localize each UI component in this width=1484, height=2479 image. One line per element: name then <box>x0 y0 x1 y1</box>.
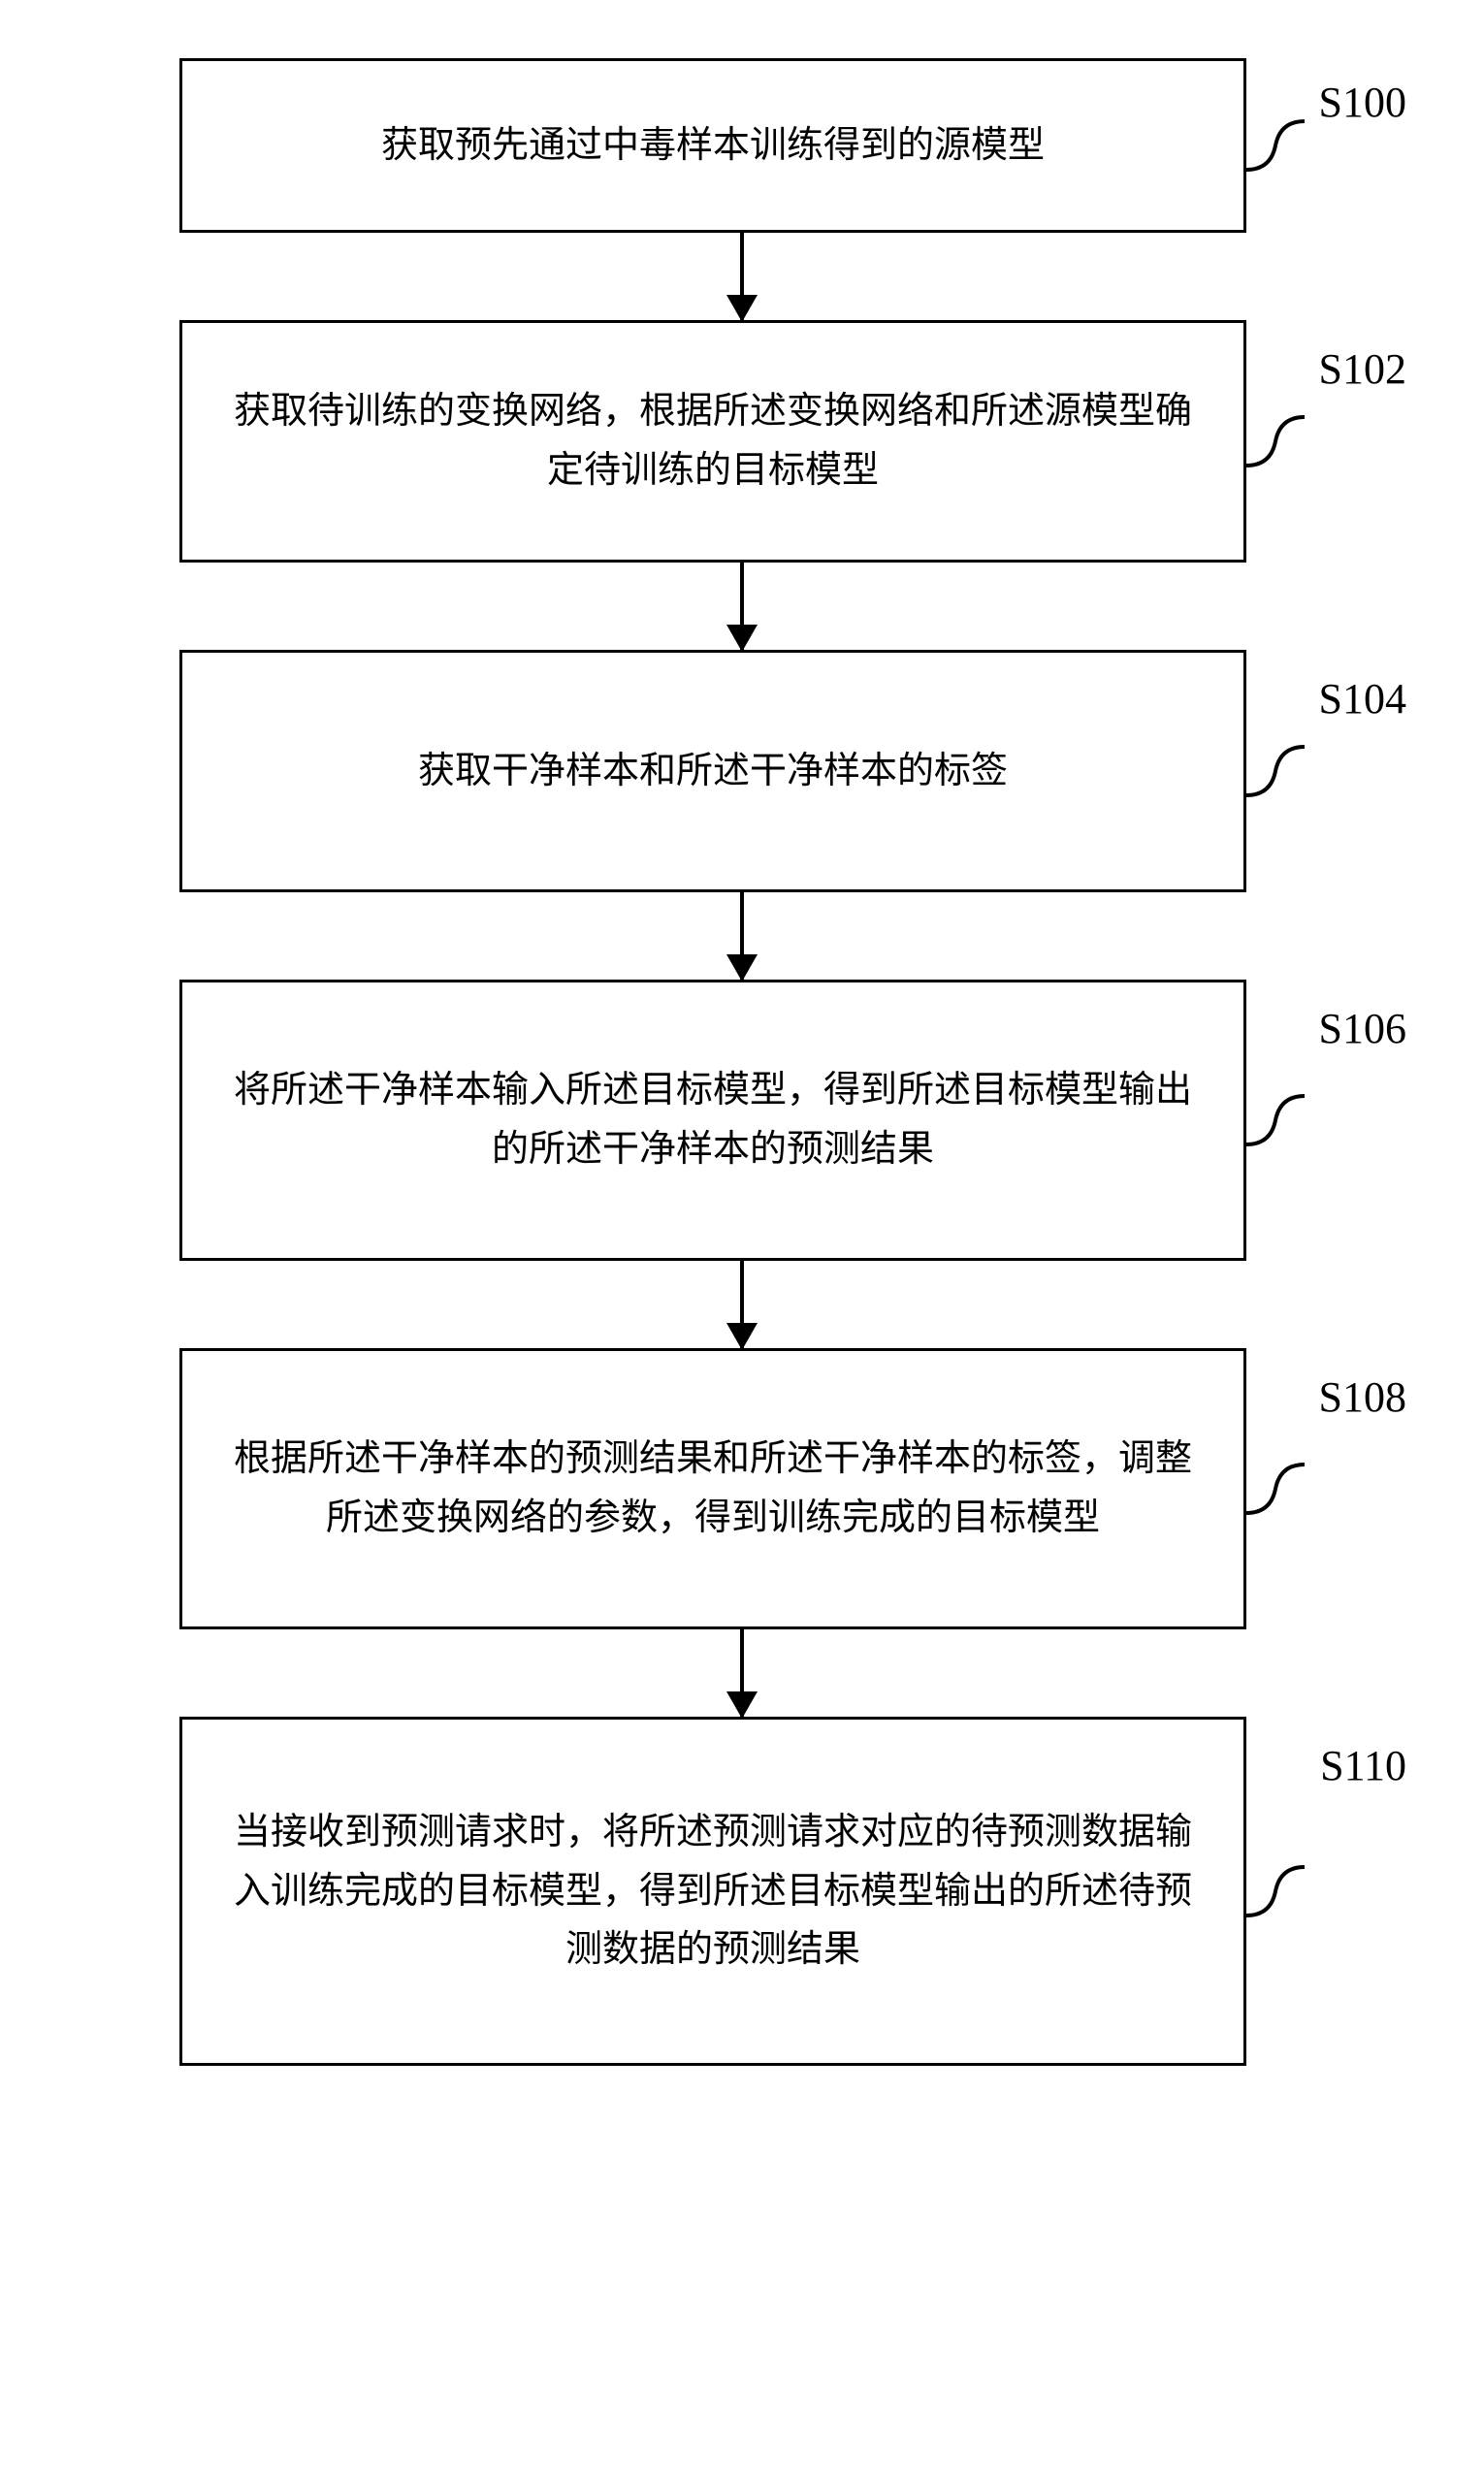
step-row-1: 获取待训练的变换网络，根据所述变换网络和所述源模型确定待训练的目标模型 S102 <box>39 320 1445 563</box>
connector-3 <box>1246 1081 1305 1159</box>
step-label-0: S100 <box>1319 78 1406 127</box>
step-label-4: S108 <box>1319 1372 1406 1422</box>
connector-1 <box>1246 402 1305 480</box>
step-box-3: 将所述干净样本输入所述目标模型，得到所述目标模型输出的所述干净样本的预测结果 <box>179 980 1246 1261</box>
connector-4 <box>1246 1450 1305 1528</box>
step-box-4: 根据所述干净样本的预测结果和所述干净样本的标签，调整所述变换网络的参数，得到训练… <box>179 1348 1246 1629</box>
step-label-2: S104 <box>1319 674 1406 724</box>
step-label-5: S110 <box>1320 1741 1406 1790</box>
step-row-2: 获取干净样本和所述干净样本的标签 S104 <box>39 650 1445 892</box>
connector-curve-icon <box>1246 1852 1305 1930</box>
step-row-0: 获取预先通过中毒样本训练得到的源模型 S100 <box>39 58 1445 233</box>
step-row-5: 当接收到预测请求时，将所述预测请求对应的待预测数据输入训练完成的目标模型，得到所… <box>39 1717 1445 2066</box>
arrow-container-2 <box>39 892 1445 980</box>
connector-curve-icon <box>1246 1081 1305 1159</box>
arrow-down-icon <box>740 892 744 980</box>
connector-curve-icon <box>1246 1450 1305 1528</box>
step-text-4: 根据所述干净样本的预测结果和所述干净样本的标签，调整所述变换网络的参数，得到训练… <box>221 1430 1205 1548</box>
step-label-1: S102 <box>1319 344 1406 394</box>
step-text-1: 获取待训练的变换网络，根据所述变换网络和所述源模型确定待训练的目标模型 <box>221 382 1205 500</box>
arrow-down-icon <box>740 233 744 320</box>
flowchart-container: 获取预先通过中毒样本训练得到的源模型 S100 获取待训练的变换网络，根据所述变… <box>39 58 1445 2066</box>
connector-curve-icon <box>1246 732 1305 810</box>
step-box-1: 获取待训练的变换网络，根据所述变换网络和所述源模型确定待训练的目标模型 <box>179 320 1246 563</box>
connector-2 <box>1246 732 1305 810</box>
connector-5 <box>1246 1852 1305 1930</box>
connector-0 <box>1246 107 1305 184</box>
step-row-4: 根据所述干净样本的预测结果和所述干净样本的标签，调整所述变换网络的参数，得到训练… <box>39 1348 1445 1629</box>
step-box-2: 获取干净样本和所述干净样本的标签 <box>179 650 1246 892</box>
connector-curve-icon <box>1246 107 1305 184</box>
step-text-2: 获取干净样本和所述干净样本的标签 <box>418 742 1008 801</box>
step-text-0: 获取预先通过中毒样本训练得到的源模型 <box>381 116 1045 176</box>
step-box-0: 获取预先通过中毒样本训练得到的源模型 <box>179 58 1246 233</box>
arrow-container-3 <box>39 1261 1445 1348</box>
arrow-down-icon <box>740 563 744 650</box>
step-box-5: 当接收到预测请求时，将所述预测请求对应的待预测数据输入训练完成的目标模型，得到所… <box>179 1717 1246 2066</box>
connector-curve-icon <box>1246 402 1305 480</box>
arrow-down-icon <box>740 1629 744 1717</box>
arrow-container-1 <box>39 563 1445 650</box>
arrow-down-icon <box>740 1261 744 1348</box>
step-text-5: 当接收到预测请求时，将所述预测请求对应的待预测数据输入训练完成的目标模型，得到所… <box>221 1803 1205 1980</box>
step-label-3: S106 <box>1319 1004 1406 1053</box>
step-row-3: 将所述干净样本输入所述目标模型，得到所述目标模型输出的所述干净样本的预测结果 S… <box>39 980 1445 1261</box>
arrow-container-4 <box>39 1629 1445 1717</box>
arrow-container-0 <box>39 233 1445 320</box>
step-text-3: 将所述干净样本输入所述目标模型，得到所述目标模型输出的所述干净样本的预测结果 <box>221 1061 1205 1179</box>
